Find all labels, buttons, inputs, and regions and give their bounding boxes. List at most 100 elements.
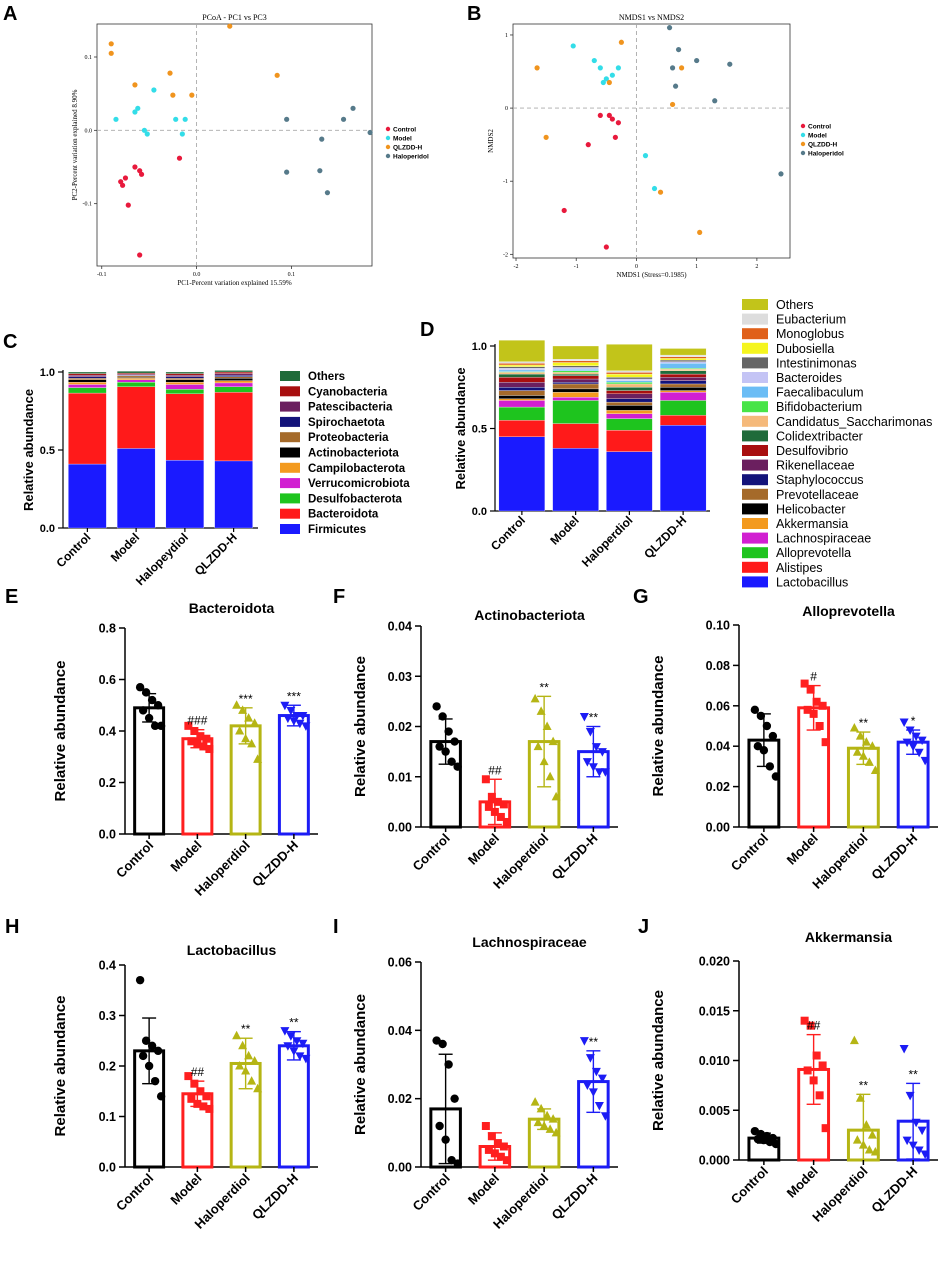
stack-segment <box>498 377 546 383</box>
panel-letter-a: A <box>3 3 17 25</box>
significance-mark: *** <box>287 689 301 703</box>
chart-title: Akkermansia <box>805 929 892 945</box>
panel-letter-e: E <box>5 586 18 608</box>
data-point <box>867 741 877 750</box>
significance-mark: # <box>810 670 817 684</box>
data-point <box>179 131 185 137</box>
data-point <box>603 244 609 250</box>
stack-segment <box>659 415 707 426</box>
data-point <box>585 1054 595 1063</box>
stack-segment <box>552 368 599 371</box>
significance-mark: ** <box>589 1035 599 1049</box>
x-tick-label: QLZDD-H <box>249 1171 301 1223</box>
stack-segment <box>552 372 599 375</box>
y-tick-label: 0.2 <box>99 776 116 790</box>
y-tick-label: 1.0 <box>472 341 487 353</box>
panel-letter-j: J <box>638 916 649 938</box>
y-tick-label: 0.4 <box>99 725 116 739</box>
stack-segment <box>552 378 599 383</box>
x-tick-label: Control <box>113 838 156 881</box>
data-point <box>600 1112 610 1121</box>
data-point <box>803 1066 812 1075</box>
data-point <box>205 745 214 754</box>
legend-label: Haloperidol <box>808 151 844 158</box>
data-point <box>132 164 138 170</box>
stack-segment <box>165 389 205 394</box>
data-point <box>108 50 114 56</box>
significance-mark: ** <box>908 1067 918 1081</box>
data-point <box>173 116 179 122</box>
stack-segment <box>659 387 707 391</box>
data-point <box>138 171 145 177</box>
y-tick-label: 0.000 <box>699 1154 730 1168</box>
y-tick-label: 0.02 <box>388 720 412 734</box>
legend-label: Spirochaetota <box>308 417 385 429</box>
data-point <box>301 722 311 731</box>
data-point <box>190 727 199 735</box>
data-point <box>800 679 809 688</box>
y-axis-label: Relative abundance <box>52 996 69 1137</box>
legend-swatch <box>280 371 300 381</box>
data-point <box>144 713 154 723</box>
data-point <box>858 1140 868 1149</box>
data-point <box>675 46 682 53</box>
stack-segment <box>552 345 599 360</box>
data-point <box>250 718 260 727</box>
data-point <box>144 1061 154 1071</box>
stack-segment <box>606 398 653 403</box>
legend-label: Candidatus_Saccharimonas <box>776 415 932 429</box>
stack-segment <box>68 371 107 374</box>
stack-segment <box>498 373 546 378</box>
stack-segment <box>498 387 546 391</box>
legend-label: Bacteroides <box>776 371 842 385</box>
y-tick-label: 0.020 <box>699 955 730 969</box>
x-tick-label: Model <box>784 831 821 868</box>
stack-segment <box>498 400 546 408</box>
x-tick-label: 0.1 <box>288 272 296 278</box>
stack-segment <box>214 392 253 462</box>
stack-segment <box>606 390 653 394</box>
legend-swatch <box>742 474 768 486</box>
legend-label: Dubosiella <box>776 342 834 356</box>
stack-segment <box>606 393 653 399</box>
data-point <box>609 72 615 78</box>
stack-segment <box>498 406 546 421</box>
stack-segment <box>214 376 253 379</box>
x-tick-label: QLZDD-H <box>549 1171 601 1223</box>
stack-segment <box>606 387 653 391</box>
x-tick-label: QLZDD-H <box>641 513 689 561</box>
stack-segment <box>498 340 546 362</box>
scatter-title: NMDS1 vs NMDS2 <box>619 13 684 22</box>
x-tick-label: Model <box>547 513 581 547</box>
y-tick-label: 0.1 <box>85 55 93 61</box>
significance-mark: * <box>911 714 916 728</box>
legend-swatch <box>742 313 768 325</box>
significance-mark: ** <box>859 1078 869 1092</box>
stack-segment <box>552 360 599 363</box>
data-point <box>642 153 649 159</box>
x-tick-label: 0 <box>635 264 638 270</box>
panel-letter-c: C <box>3 331 17 353</box>
stack-segment <box>606 429 653 452</box>
x-tick-label: QLZDD-H <box>549 831 601 883</box>
x-tick-label: Model <box>167 838 204 875</box>
legend-swatch <box>742 561 768 573</box>
data-point <box>493 797 502 806</box>
data-point <box>570 43 576 49</box>
stack-segment <box>606 377 653 380</box>
data-point <box>283 1042 293 1051</box>
y-tick-label: 0.06 <box>388 956 412 970</box>
data-point <box>286 1032 296 1041</box>
stack-segment <box>659 373 707 378</box>
data-point <box>864 757 874 766</box>
x-tick-label: Model <box>784 1164 821 1201</box>
stack-segment <box>606 382 653 385</box>
stack-segment <box>116 375 156 378</box>
actinobacteriota-chart: Actinobacteriota 0.00 0.01 0.02 0.03 0.04 Rela… <box>352 607 618 892</box>
data-point <box>551 791 561 801</box>
legend-label: Lactobacillus <box>776 575 848 589</box>
chart-title: Bacteroidota <box>189 600 275 616</box>
data-point <box>588 763 598 772</box>
y-tick-label: 0.5 <box>472 424 487 436</box>
x-tick-label: Control <box>113 1171 156 1214</box>
